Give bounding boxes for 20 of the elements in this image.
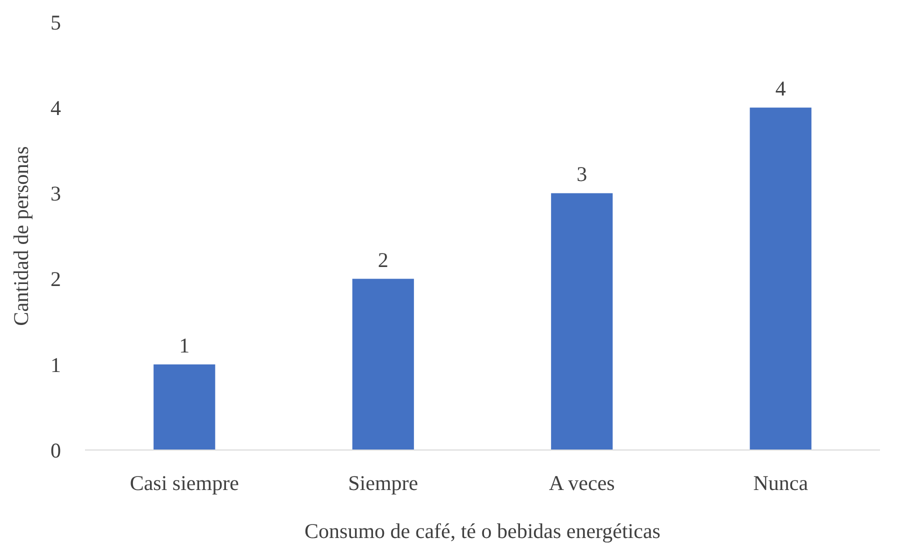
x-tick-label: Nunca	[753, 471, 809, 495]
bar	[551, 193, 613, 450]
data-label: 2	[378, 248, 388, 272]
y-tick-label: 3	[50, 182, 61, 206]
x-tick-label: A veces	[548, 471, 615, 495]
y-tick-label: 0	[50, 438, 61, 462]
data-label: 3	[576, 162, 588, 186]
y-tick-label: 1	[50, 352, 61, 377]
y-tick-label: 4	[50, 96, 62, 120]
y-tick-label: 5	[50, 10, 61, 34]
x-axis-title: Consumo de café, té o bebidas energéticas	[304, 519, 660, 543]
y-tick-label: 2	[50, 267, 61, 292]
bar	[352, 278, 414, 450]
data-label: 1	[179, 333, 190, 358]
bar	[154, 364, 216, 450]
y-axis-title: Cantidad de personas	[9, 146, 33, 326]
x-tick-label: Casi siempre	[130, 471, 239, 495]
x-tick-label: Siempre	[348, 471, 418, 495]
bar	[750, 108, 812, 450]
data-label: 4	[775, 76, 786, 101]
